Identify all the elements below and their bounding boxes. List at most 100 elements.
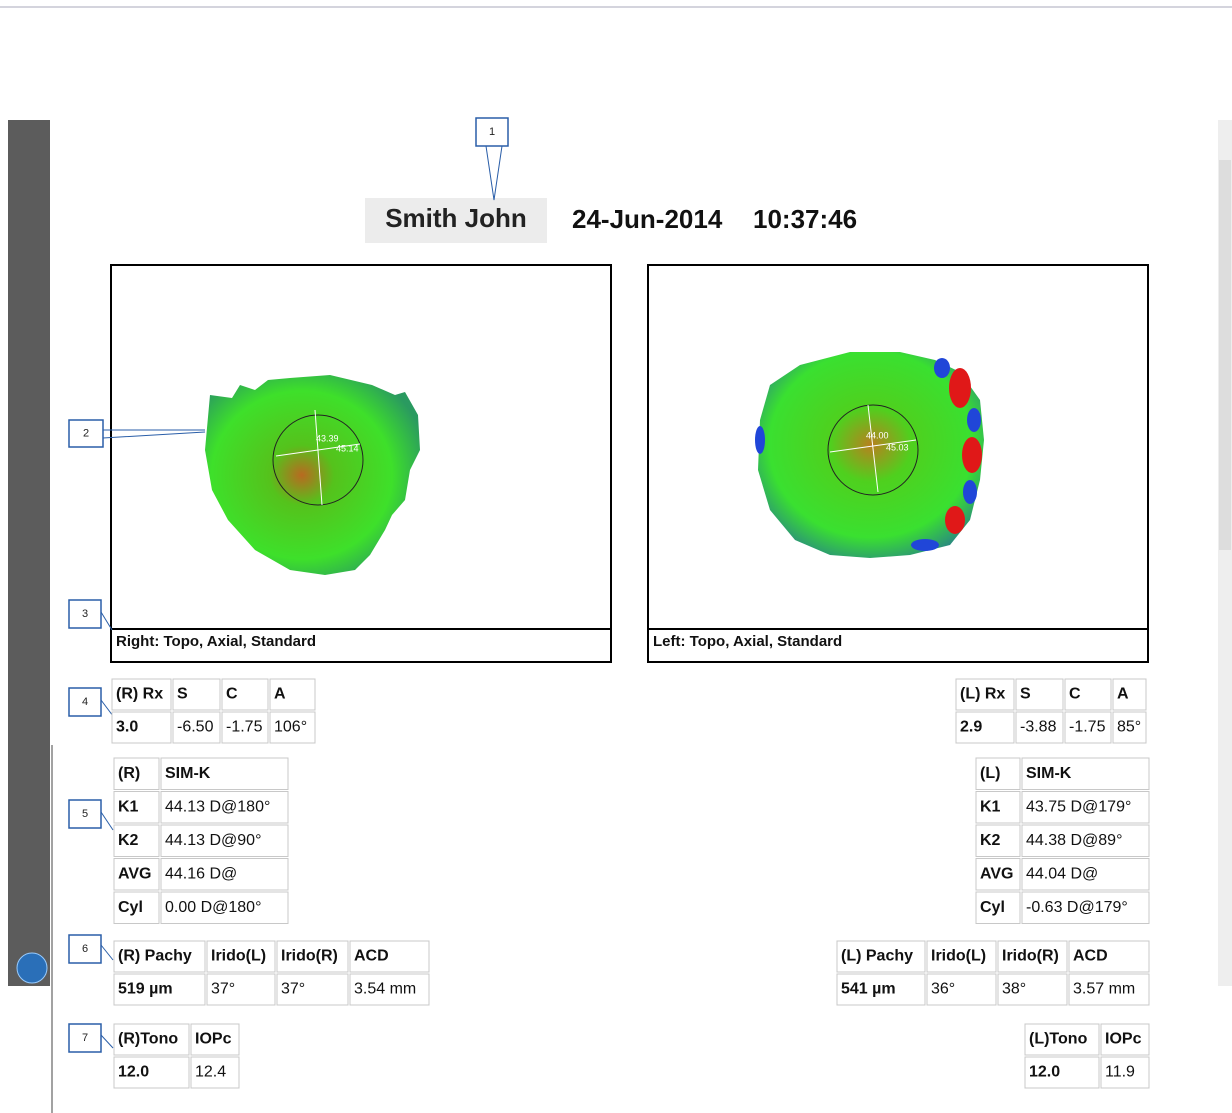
- cell-text: Cyl: [980, 899, 1005, 916]
- table-cell: [113, 940, 206, 973]
- table-cell: [1100, 1056, 1150, 1089]
- patient-name: Smith John: [385, 203, 527, 233]
- map-caption: Left: Topo, Axial, Standard: [653, 633, 842, 650]
- table-cell: [1068, 973, 1150, 1006]
- table-cell: [955, 711, 1015, 744]
- cell-text: (R) Pachy: [118, 948, 192, 965]
- table-cell: [926, 940, 997, 973]
- table-cell: [955, 678, 1015, 711]
- callout-box: [68, 599, 102, 629]
- cell-text: K1: [118, 798, 139, 815]
- callout-box: [68, 687, 102, 717]
- cell-text: 44.16 D@: [165, 865, 237, 882]
- pupil-ring: [827, 404, 919, 496]
- scroll-thumb[interactable]: [1219, 160, 1231, 550]
- table-cell: [926, 973, 997, 1006]
- cell-text: 3.54 mm: [354, 981, 416, 998]
- cell-text: (L)Tono: [1029, 1031, 1088, 1048]
- start-button[interactable]: [16, 952, 48, 984]
- table-cell: [190, 1023, 240, 1056]
- table-cell: [1064, 711, 1112, 744]
- table-cell: [836, 973, 926, 1006]
- callout-number: 5: [82, 808, 88, 820]
- cell-text: Irido(L): [211, 948, 266, 965]
- table-cell: [113, 824, 160, 857]
- cell-text: 44.13 D@90°: [165, 832, 261, 849]
- cell-text: AVG: [118, 865, 151, 882]
- callout-box: [68, 1023, 102, 1053]
- cell-text: Irido(L): [931, 948, 986, 965]
- table-cell: [1021, 891, 1150, 924]
- callout-number: 2: [83, 427, 89, 439]
- edge-artifacts: [755, 358, 982, 551]
- table-cell: [1021, 824, 1150, 857]
- topo-map: [758, 352, 984, 558]
- cell-text: (L): [980, 765, 1000, 782]
- cell-text: (R) Rx: [116, 686, 163, 703]
- table-cell: [349, 973, 430, 1006]
- table-cell: [276, 973, 349, 1006]
- table-cell: [975, 824, 1021, 857]
- cell-text: 2.9: [960, 719, 982, 736]
- table-cell: [997, 973, 1068, 1006]
- cell-text: 85°: [1117, 719, 1141, 736]
- cell-text: -0.63 D@179°: [1026, 899, 1128, 916]
- table-cell: [172, 678, 221, 711]
- cell-text: (R): [118, 765, 140, 782]
- cell-text: AVG: [980, 865, 1013, 882]
- table-cell: [1015, 678, 1064, 711]
- callout-box: [68, 934, 102, 964]
- callout-number: 1: [489, 126, 495, 138]
- cell-text: Irido(R): [281, 948, 338, 965]
- table-cell: [111, 711, 172, 744]
- table-cell: [269, 711, 316, 744]
- k-label: 45.14: [336, 443, 359, 453]
- callout-number: 7: [82, 1032, 88, 1044]
- table-cell: [113, 791, 160, 824]
- cell-text: K2: [118, 832, 139, 849]
- cell-text: K2: [980, 832, 1001, 849]
- table-cell: [172, 711, 221, 744]
- cell-text: 44.38 D@89°: [1026, 832, 1122, 849]
- table-cell: [975, 757, 1021, 790]
- cell-text: 37°: [281, 981, 305, 998]
- pupil-ring: [272, 414, 364, 506]
- table-cell: [1021, 791, 1150, 824]
- table-cell: [113, 973, 206, 1006]
- cell-text: S: [177, 686, 188, 703]
- cell-text: 11.9: [1105, 1064, 1135, 1081]
- cell-text: 44.13 D@180°: [165, 798, 270, 815]
- exam-time: 10:37:46: [753, 204, 857, 234]
- cell-text: A: [274, 686, 286, 703]
- cell-text: -6.50: [177, 719, 214, 736]
- cell-text: SIM-K: [165, 765, 211, 782]
- table-cell: [1021, 858, 1150, 891]
- table-cell: [113, 858, 160, 891]
- callout-pointers: [100, 145, 503, 1049]
- axis-line: [314, 409, 323, 506]
- cell-text: (L) Pachy: [841, 948, 913, 965]
- cell-text: 12.0: [1029, 1064, 1060, 1081]
- table-cell: [190, 1056, 240, 1089]
- table-cell: [975, 858, 1021, 891]
- cell-text: (L) Rx: [960, 686, 1005, 703]
- cell-text: 38°: [1002, 981, 1026, 998]
- table-cell: [1064, 678, 1112, 711]
- cell-text: -1.75: [226, 719, 263, 736]
- callout-number: 6: [82, 943, 88, 955]
- cell-text: C: [226, 686, 238, 703]
- cell-text: 3.57 mm: [1073, 981, 1135, 998]
- cell-text: Cyl: [118, 899, 143, 916]
- callout-number: 3: [82, 608, 88, 620]
- exam-date: 24-Jun-2014: [572, 204, 723, 234]
- table-cell: [975, 891, 1021, 924]
- table-cell: [113, 1023, 190, 1056]
- table-cell: [206, 940, 276, 973]
- callout-box: [475, 117, 509, 147]
- table-cell: [975, 791, 1021, 824]
- table-cell: [1015, 711, 1064, 744]
- table-cell: [113, 891, 160, 924]
- cell-text: IOPc: [1105, 1031, 1142, 1048]
- table-cell: [1021, 757, 1150, 790]
- cell-text: -1.75: [1069, 719, 1106, 736]
